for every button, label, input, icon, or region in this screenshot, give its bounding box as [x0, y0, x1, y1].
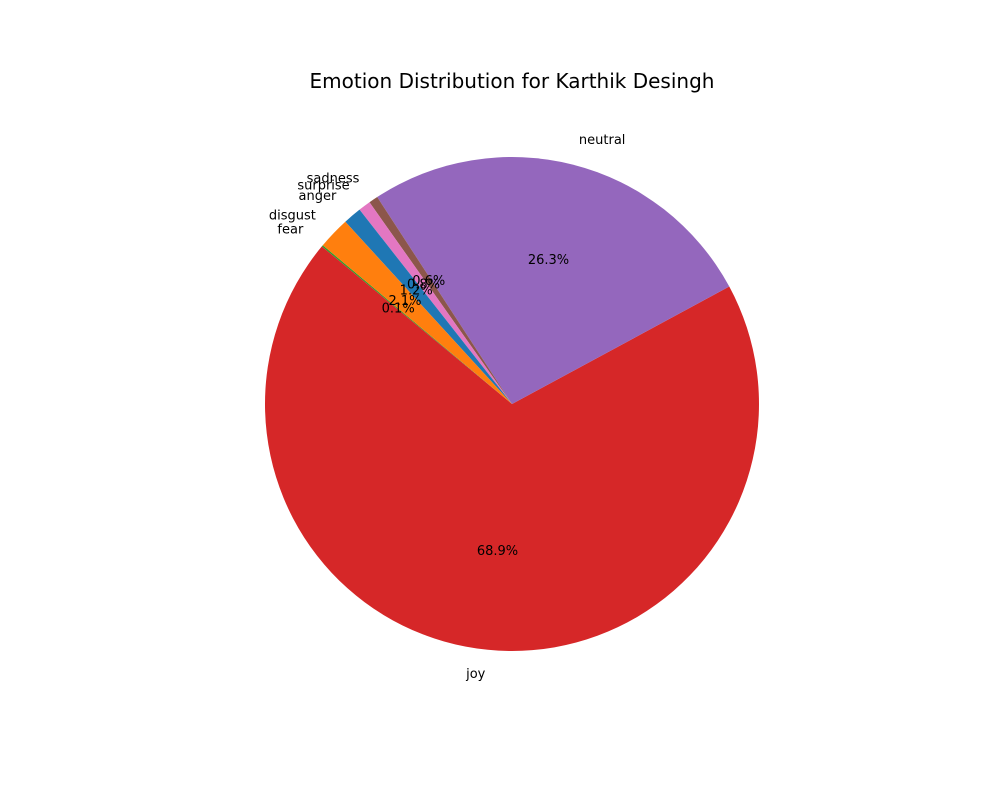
pct-label-sadness: 0.6%: [412, 274, 445, 289]
pie-slice-joy: [264, 246, 759, 651]
pct-label-disgust: 2.1%: [388, 294, 421, 309]
pct-label-joy: 68.9%: [477, 544, 518, 559]
slice-label-sadness: sadness: [307, 172, 360, 187]
pct-label-surprise: 0.8%: [407, 278, 440, 293]
pie-slice-sadness: [369, 197, 512, 404]
percent-labels: 0.1% 68.9% 26.3% 0.6%0.8%1.2%2.1%: [382, 253, 570, 559]
slice-label-fear: fear: [277, 223, 304, 238]
slice-label-anger: anger: [299, 189, 337, 204]
pie-slice-fear: [321, 245, 512, 404]
chart-title: Emotion Distribution for Karthik Desingh: [310, 69, 715, 93]
pct-label-fear: 0.1%: [382, 302, 415, 317]
pct-label-neutral: 26.3%: [528, 253, 569, 268]
pie-slices: [264, 157, 759, 651]
slice-label-disgust: disgust: [269, 209, 316, 224]
slice-label-joy: joy: [465, 667, 486, 682]
pie-slice-surprise: [359, 202, 512, 404]
pie-slice-neutral: [377, 157, 730, 404]
pie-slice-anger: [345, 209, 512, 404]
slice-label-neutral: neutral: [579, 133, 626, 148]
slice-label-surprise: surprise: [297, 179, 349, 194]
pct-label-anger: 1.2%: [400, 283, 433, 298]
pie-slice-disgust: [322, 221, 512, 404]
